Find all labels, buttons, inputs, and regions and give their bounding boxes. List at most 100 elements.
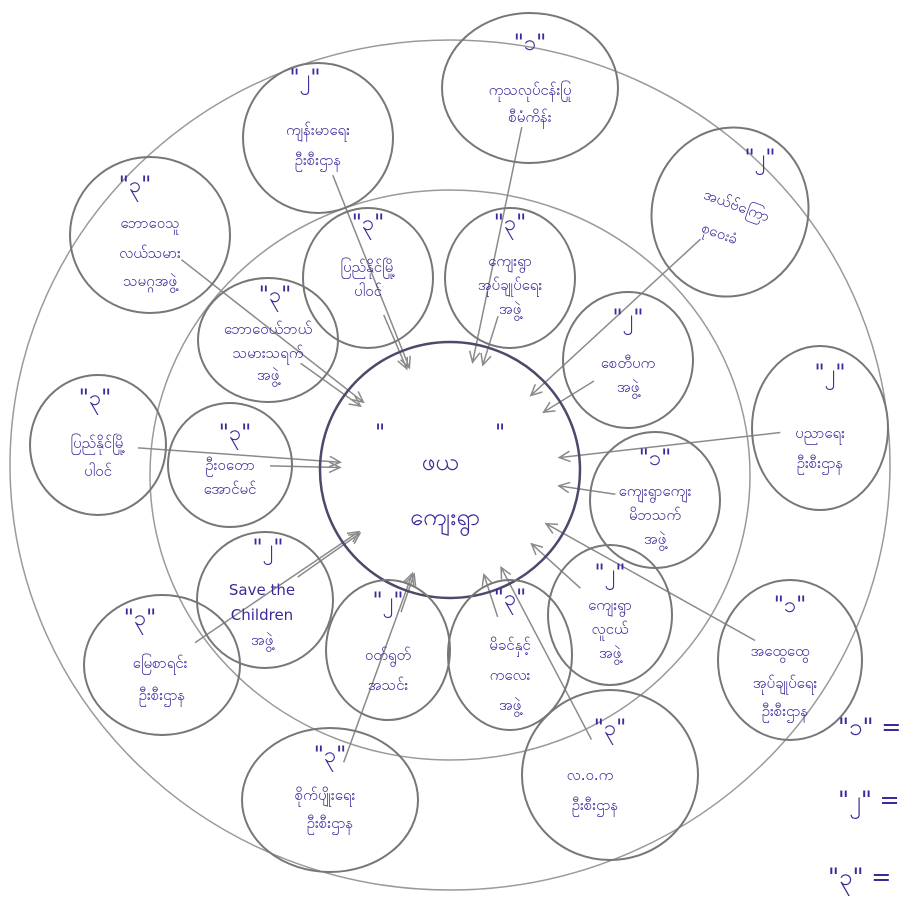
node-rank: "၂" <box>252 536 283 565</box>
connector-line <box>545 523 756 642</box>
node-line: ဦးစီးဌာန <box>797 454 844 475</box>
node-line: လ.ဝ.က <box>567 766 614 784</box>
node-rank: "၂" <box>372 589 403 618</box>
arrow-head <box>530 542 544 556</box>
arrow-head <box>328 461 342 474</box>
middle-ring <box>149 189 751 761</box>
node-line: စိုက်ပျိုးရေး <box>295 786 356 807</box>
node-rank: "၃" <box>314 743 347 772</box>
node-line: ဦးစီးဌာန <box>139 686 186 707</box>
center-quote-right: " <box>495 421 505 446</box>
node-rank: "၃" <box>79 386 112 415</box>
center-circle <box>318 340 582 600</box>
node-line: အဖွဲ့ <box>617 378 642 399</box>
center-label: ကျေးရွာ <box>410 503 480 537</box>
connector-line <box>500 567 593 740</box>
inner-node: "၂" စေတီပက အဖွဲ့ <box>562 291 694 429</box>
arrow-head <box>400 355 411 370</box>
outer-node: "၃" စိုက်ပျိုးရေး ဦးစီးဌာန <box>241 727 419 873</box>
inner-node: "၃" ဦးဝတော အောင်မင် <box>167 402 293 528</box>
node-rank: "၁" <box>774 593 807 618</box>
connector-line <box>558 485 616 495</box>
node-line: ပြည်နိုင်မြို့ <box>340 257 395 279</box>
connector-line <box>531 543 581 589</box>
node-line: ဝတ်ရွတ် <box>365 646 411 667</box>
node-line: အထွေထွေ <box>750 642 809 663</box>
node-rank: "၃" <box>124 606 157 635</box>
node-line: အသင်း <box>368 676 409 694</box>
connector-line <box>483 574 499 618</box>
outer-node: "၃" ဘောဝေသူ လယ်သမား သမဂ္ဂအဖွဲ့ <box>69 156 231 314</box>
legend: "၁" = "၂" = "၃" = <box>828 713 901 896</box>
node-line: အဖွဲ့ <box>257 366 282 387</box>
node-line: အုပ်ချုပ်ရေး <box>478 276 543 297</box>
node-line: ပြည်နိုင်မြို့ <box>70 433 125 455</box>
node-line: မြေစာရင်း <box>133 653 188 675</box>
arrow-head <box>544 522 559 534</box>
node-line: လယ်သမား <box>119 244 181 262</box>
node-line: ပါဝင် <box>84 462 112 480</box>
node-line: ဦးစီးဌာန <box>762 702 809 723</box>
node-line: Children <box>231 606 293 624</box>
node-line: သမဂ္ဂအဖွဲ့ <box>123 272 179 293</box>
node-line: ပါဝင် <box>354 282 382 300</box>
node-rank: "၂" <box>744 146 775 175</box>
node-line: ဘောဝေသူ <box>120 214 179 235</box>
legend-item: "၂" = <box>838 786 900 819</box>
node-rank: "၁" <box>514 31 547 56</box>
outer-node: "၃" ပြည်နိုင်မြို့ ပါဝင် <box>29 374 167 516</box>
node-line: ဦးစီးဌာန <box>295 151 342 172</box>
arrow-head <box>403 571 415 586</box>
arrow-head <box>351 391 365 404</box>
node-line: ကလေး <box>490 666 531 684</box>
node-line: အဖွဲ့ <box>499 300 524 321</box>
arrow-head <box>480 353 492 367</box>
node-line: ဘောဝေယ်ဘယ် <box>224 320 312 338</box>
node-line: အဖွဲ့ <box>644 530 669 551</box>
node-rank: "၃" <box>494 211 527 240</box>
node-line: မိခင်နှင့် <box>489 636 530 657</box>
arrow-head <box>500 565 512 580</box>
node-line: ဦးစီးဌာန <box>307 814 354 835</box>
center-rank: ဖယ <box>421 448 458 476</box>
node-rank: "၃" <box>219 421 252 450</box>
legend-item: "၁" = <box>838 713 901 741</box>
connector-line <box>400 573 415 613</box>
node-line: စေတီပက <box>601 354 655 372</box>
inner-node: "၂" Save the Children အဖွဲ့ <box>196 531 334 669</box>
node-rank: "၃" <box>119 173 152 202</box>
connector-line <box>300 362 361 407</box>
node-line: ကျေးရွာကျေး <box>619 482 692 503</box>
node-line: ဦးဝတော <box>205 456 254 477</box>
node-line: အဖွဲ့ <box>599 644 624 665</box>
node-rank: "၃" <box>594 716 627 745</box>
outer-ring <box>9 39 891 891</box>
node-line: စီမံကိန်း <box>508 108 551 129</box>
arrow-head <box>348 395 362 408</box>
node-line: အုပ်ချုပ်ရေး <box>753 674 818 695</box>
connector-line <box>543 380 595 413</box>
center-quote-left: " <box>375 421 385 446</box>
node-line: အောင်မင် <box>204 480 257 498</box>
node-line: ဦးစီးဌာန <box>572 796 619 817</box>
node-rank: "၃" <box>494 586 527 615</box>
outer-node: "၂" ပညာရေး ဦးစီးဌာန <box>751 345 889 511</box>
node-line: ကျေးရွာ <box>488 252 532 273</box>
node-rank: "၂" <box>594 561 625 590</box>
node-line: သမားသရက် <box>233 344 304 365</box>
arrow-head <box>346 530 361 543</box>
center-node: " ဖယ " ကျေးရွာ <box>318 340 582 600</box>
connector-line <box>559 431 781 459</box>
arrow-head <box>328 455 342 468</box>
arrow-head <box>481 572 493 587</box>
connector-line <box>530 238 702 397</box>
outer-node: "၂" ကျန်းမာရေး ဦးစီးဌာန <box>242 62 394 214</box>
connector-line <box>194 531 360 644</box>
outer-node: "၂" အယ်ဗ်ကြော စုဝေးခံ <box>650 126 810 298</box>
node-line: အဖွဲ့ <box>499 696 524 717</box>
node-line: Save the <box>229 581 295 599</box>
arrow-head <box>468 350 481 365</box>
arrow-head <box>405 572 417 587</box>
node-rank: "၂" <box>814 361 845 390</box>
legend-item: "၃" = <box>828 863 891 896</box>
